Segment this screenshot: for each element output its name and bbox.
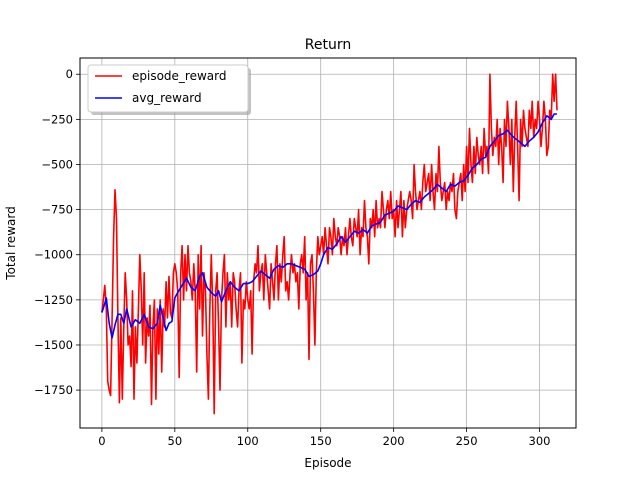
y-tick-label: −1500 <box>34 338 73 352</box>
legend-label-avg-reward: avg_reward <box>132 91 202 105</box>
y-axis-title: Total reward <box>4 206 18 280</box>
y-tick-label: 0 <box>66 67 73 81</box>
legend-box <box>87 64 249 113</box>
x-axis-ticks: 0 50 100 150 200 250 300 <box>98 428 551 448</box>
legend: episode_reward avg_reward <box>87 64 251 115</box>
y-tick-label: −1750 <box>34 383 73 397</box>
legend-label-episode-reward: episode_reward <box>132 69 227 83</box>
y-tick-label: −1000 <box>34 248 73 262</box>
y-tick-label: −250 <box>41 112 73 126</box>
x-tick-label: 50 <box>168 434 183 448</box>
series-line-avg-reward <box>101 113 557 339</box>
x-tick-label: 100 <box>237 434 259 448</box>
x-tick-label: 0 <box>98 434 105 448</box>
x-axis-title: Episode <box>304 456 351 470</box>
y-axis-ticks: 0 −250 −500 −750 −1000 −1250 −1500 −1750 <box>34 67 80 397</box>
x-tick-label: 150 <box>310 434 332 448</box>
x-tick-label: 300 <box>529 434 551 448</box>
y-tick-label: −750 <box>41 203 73 217</box>
series-line-episode-reward <box>101 73 558 415</box>
chart-title: Return <box>305 37 351 53</box>
y-tick-label: −500 <box>41 157 73 171</box>
plot-frame <box>79 57 577 429</box>
x-tick-label: 200 <box>383 434 405 448</box>
y-tick-label: −1250 <box>34 293 73 307</box>
x-tick-label: 250 <box>456 434 478 448</box>
series-layer <box>101 73 558 415</box>
